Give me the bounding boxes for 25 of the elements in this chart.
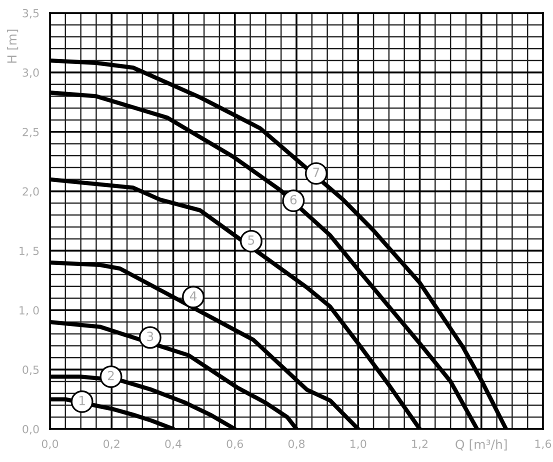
annotation: 2 xyxy=(108,370,114,380)
annotation: 5 xyxy=(248,236,254,245)
y-axis-title: H [m] xyxy=(6,30,18,63)
y-tick-label: 1, 0 xyxy=(20,306,39,316)
x-tick-label: 0,6 xyxy=(226,440,244,450)
y-tick-label: 2,0 xyxy=(22,187,39,197)
x-tick-label: 1,2 xyxy=(412,440,428,450)
x-tick-label: 0,2 xyxy=(104,440,120,450)
y-tick-label: 3,0 xyxy=(22,68,39,78)
x-tick-label: 1,6 xyxy=(535,440,552,450)
annotation: 1 xyxy=(79,396,85,406)
y-tick-label: 3,5 xyxy=(22,8,39,19)
annotation: 6 xyxy=(290,194,297,204)
y-tick-label: 1, 5 xyxy=(20,246,39,256)
y-tick-label: 0,0 xyxy=(22,424,39,435)
x-tick-label: 0,4 xyxy=(165,440,182,450)
annotation: 3 xyxy=(147,332,154,342)
x-axis-title: Q [m³/h] xyxy=(456,439,507,451)
y-tick-label: 0,5 xyxy=(22,366,39,376)
x-tick-label: 1,0 xyxy=(350,440,366,450)
annotation: 7 xyxy=(313,168,320,177)
y-tick-label: 2,5 xyxy=(22,128,39,138)
x-tick-label: 0,8 xyxy=(288,440,305,450)
x-tick-label: 0,0 xyxy=(42,440,58,450)
annotation: 4 xyxy=(190,291,197,301)
